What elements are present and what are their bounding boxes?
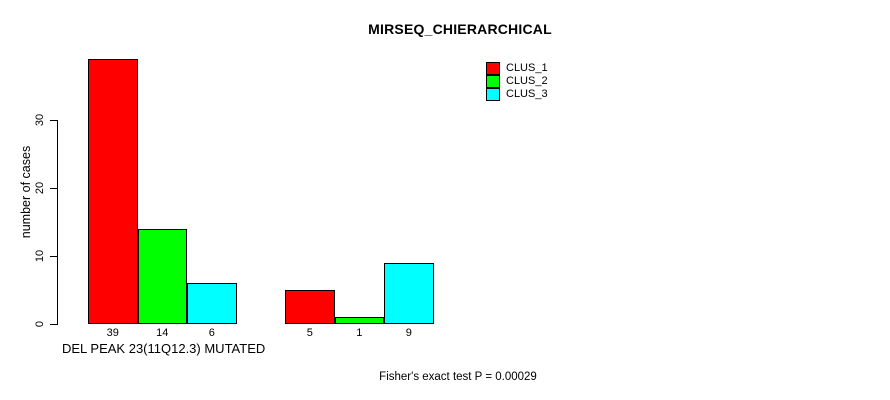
y-axis-tick-label: 10 [34,249,46,263]
legend-label: CLUS_3 [506,88,548,100]
legend-swatch-icon [486,62,500,75]
legend-swatch-icon [486,75,500,88]
y-axis-title: number of cases [19,145,33,239]
bar-value-label: 9 [405,327,412,339]
legend-label: CLUS_1 [506,62,548,74]
y-axis-tick [50,120,57,121]
bar-clus_2 [334,317,384,324]
bar-clus_2 [137,229,187,324]
y-axis-line [57,120,58,325]
y-axis-tick [50,188,57,189]
chart-title: MIRSEQ_CHIERARCHICAL [368,21,552,37]
bar-value-label: 1 [356,327,363,339]
legend-item: CLUS_1 [486,62,548,75]
bar-clus_1 [88,59,138,324]
legend-item: CLUS_3 [486,88,548,101]
bar-clus_3 [187,283,237,324]
bar-clus_3 [384,263,434,324]
y-axis-tick-label: 30 [34,113,46,127]
x-axis-label: DEL PEAK 23(11Q12.3) MUTATED [62,341,266,356]
bar-value-label: 5 [306,327,313,339]
legend-label: CLUS_2 [506,75,548,87]
bar-clus_1 [285,290,335,324]
bar-value-label: 14 [156,327,169,339]
y-axis-tick-label: 0 [34,320,46,328]
y-axis-tick [50,256,57,257]
y-axis-tick-label: 20 [34,181,46,195]
legend-item: CLUS_2 [486,75,548,88]
legend: CLUS_1 CLUS_2 CLUS_3 [486,62,548,101]
bar-value-label: 39 [106,327,119,339]
y-axis-tick [50,324,57,325]
legend-swatch-icon [486,88,500,101]
footer-note: Fisher's exact test P = 0.00029 [379,371,537,383]
bar-value-label: 6 [208,327,215,339]
